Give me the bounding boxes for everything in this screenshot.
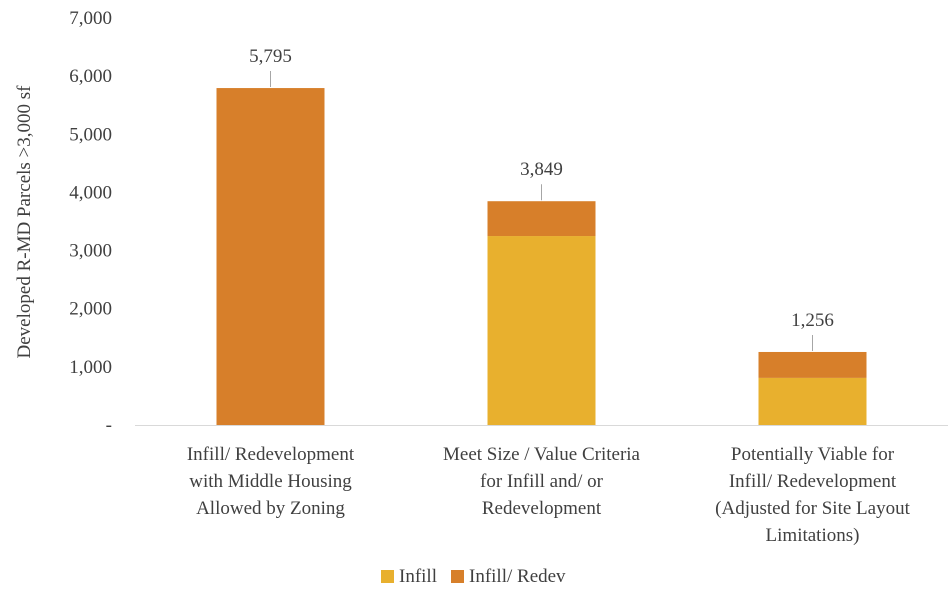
bar-segment-infill-redev: [487, 201, 596, 237]
y-tick-label: 2,000: [69, 299, 112, 320]
total-labels: 5,795 3,849 1,256: [249, 46, 834, 351]
bar-segment-infill-redev: [216, 88, 325, 426]
y-tick-label: 6,000: [69, 66, 112, 87]
y-tick-label: -: [106, 415, 112, 436]
x-category-label: Infill/ Redevelopment with Middle Housing…: [187, 444, 355, 519]
x-category-label-line: Infill/ Redevelopment: [729, 471, 897, 492]
legend: Infill Infill/ Redev: [381, 566, 566, 587]
total-label: 1,256: [791, 310, 834, 331]
x-category-label-line: Potentially Viable for: [731, 444, 895, 465]
bars: [216, 88, 867, 426]
legend-label: Infill/ Redev: [469, 566, 566, 587]
x-category-label-line: Meet Size / Value Criteria: [443, 444, 641, 465]
legend-label: Infill: [399, 566, 437, 587]
x-category-label-line: with Middle Housing: [189, 471, 352, 492]
x-category-label-line: (Adjusted for Site Layout: [715, 498, 910, 519]
bar-segment-infill: [487, 236, 596, 425]
legend-swatch: [451, 570, 464, 583]
y-axis-title: Developed R-MD Parcels >3,000 sf: [14, 85, 35, 359]
bar-segment-infill: [758, 377, 867, 425]
x-category-label: Potentially Viable for Infill/ Redevelopm…: [715, 444, 910, 546]
y-tick-label: 1,000: [69, 357, 112, 378]
bar-segment-infill-redev: [758, 351, 867, 378]
legend-swatch: [381, 570, 394, 583]
y-tick-label: 7,000: [69, 8, 112, 29]
total-label: 3,849: [520, 159, 563, 180]
x-category-label-line: Redevelopment: [482, 498, 602, 519]
y-axis-ticks: - 1,000 2,000 3,000 4,000 5,000 6,000 7,000: [69, 8, 112, 436]
x-category-label-line: Infill/ Redevelopment: [187, 444, 355, 465]
total-label: 5,795: [249, 46, 292, 67]
x-category-label-line: Allowed by Zoning: [196, 498, 345, 519]
category-labels: Infill/ Redevelopment with Middle Housing…: [187, 444, 911, 546]
x-category-label-line: Limitations): [766, 525, 860, 546]
y-axis-label: Developed R-MD Parcels >3,000 sf: [14, 85, 35, 359]
x-category-label-line: for Infill and/ or: [480, 471, 604, 492]
y-tick-label: 5,000: [69, 124, 112, 145]
x-category-label: Meet Size / Value Criteria for Infill and…: [443, 444, 641, 519]
y-tick-label: 3,000: [69, 241, 112, 262]
y-tick-label: 4,000: [69, 182, 112, 203]
